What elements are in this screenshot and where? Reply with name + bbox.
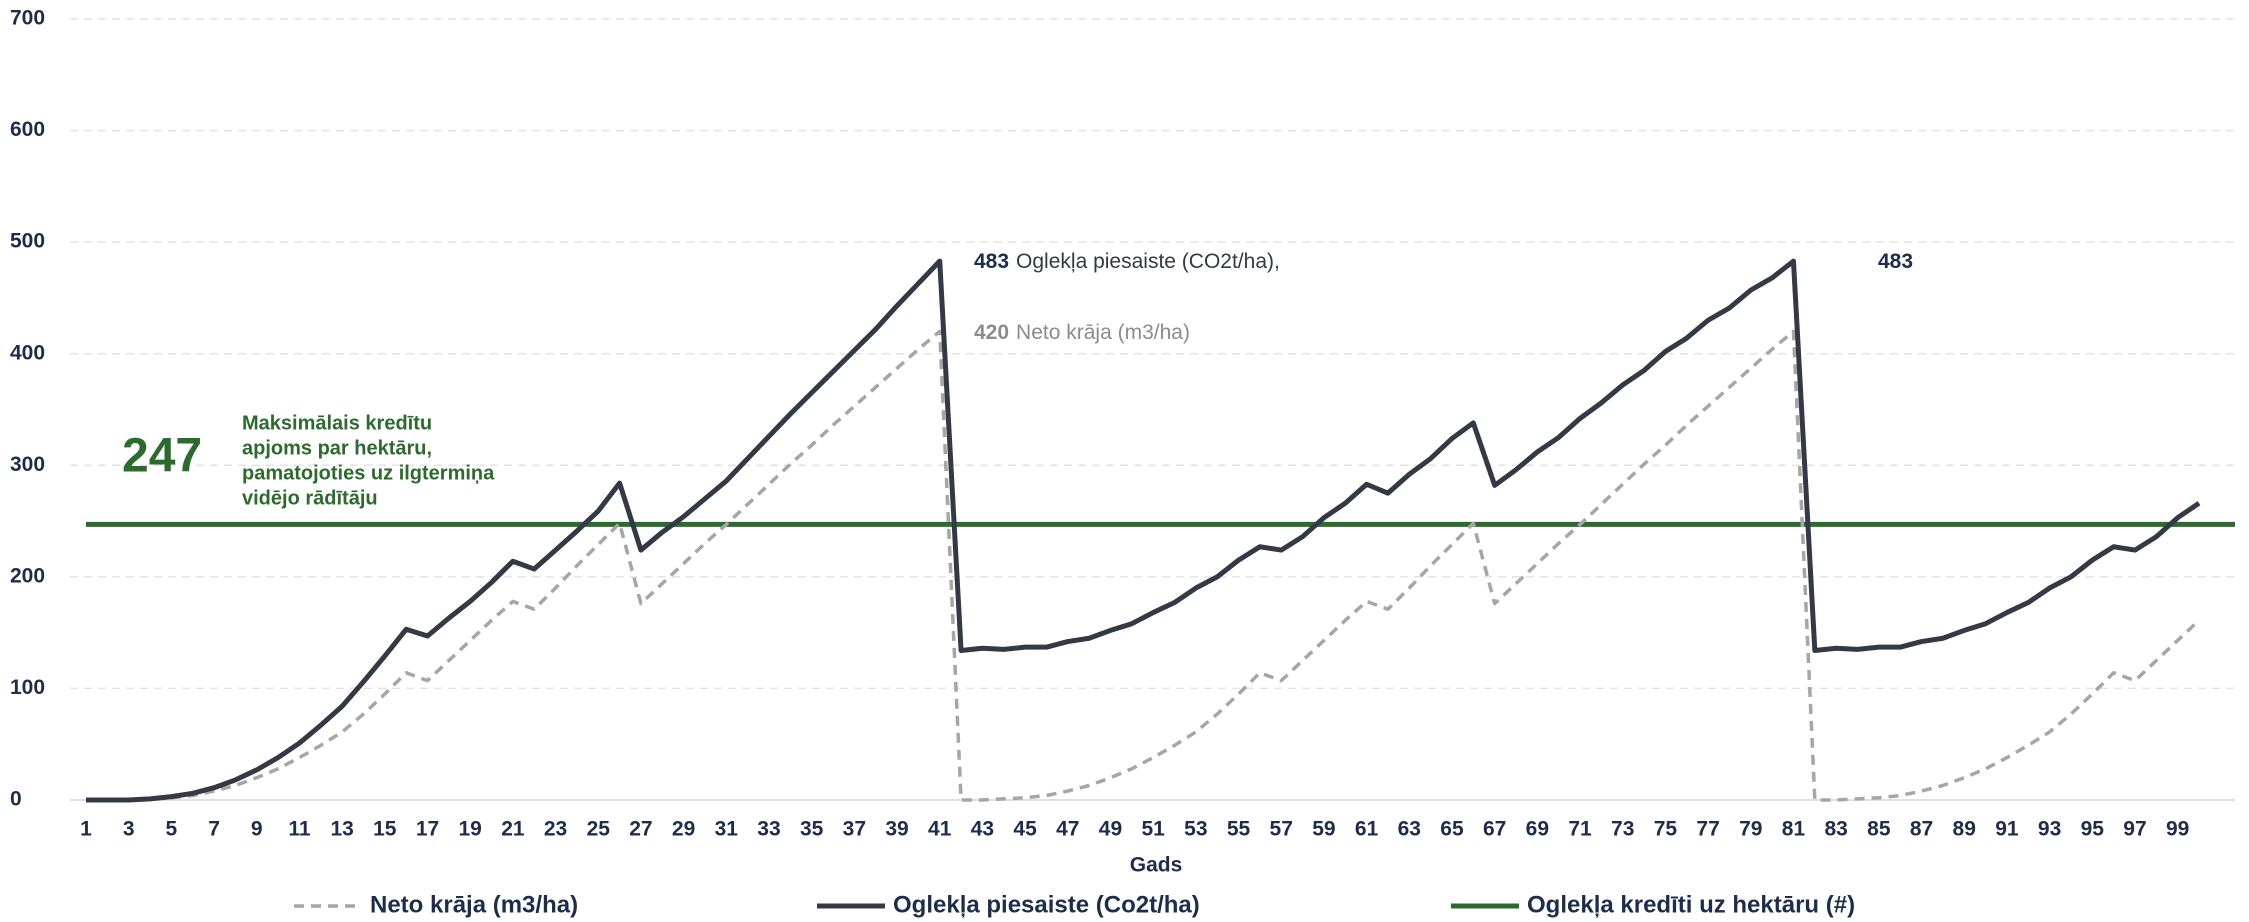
x-tick-label: 45 (1013, 818, 1037, 841)
x-tick-label: 61 (1355, 818, 1379, 841)
x-tick-label: 53 (1184, 818, 1207, 841)
x-tick-label: 9 (251, 818, 263, 841)
data-label-value: 420 (974, 321, 1009, 344)
annotation-text: vidējo rādītāju (242, 487, 378, 509)
x-tick-label: 39 (885, 818, 908, 841)
y-tick-label: 500 (10, 230, 45, 253)
y-tick-label: 400 (10, 341, 45, 364)
x-tick-label: 49 (1099, 818, 1122, 841)
x-tick-label: 85 (1867, 818, 1891, 841)
y-tick-label: 0 (10, 788, 22, 811)
x-tick-label: 15 (373, 818, 397, 841)
x-tick-label: 97 (2123, 818, 2146, 841)
x-axis-label: Gads (1130, 854, 1183, 877)
data-label: 483 (1878, 250, 1913, 273)
annotation-text: Neto krāja (m3/ha) (1016, 321, 1190, 344)
x-tick-label: 35 (800, 818, 824, 841)
x-tick-label: 51 (1141, 818, 1165, 841)
annotation-text: pamatojoties uz ilgtermiņa (242, 462, 495, 484)
x-tick-label: 87 (1910, 818, 1933, 841)
x-tick-label: 81 (1782, 818, 1806, 841)
x-tick-label: 83 (1824, 818, 1847, 841)
series-line (86, 258, 2201, 803)
x-tick-label: 57 (1270, 818, 1293, 841)
x-tick-label: 17 (416, 818, 439, 841)
x-tick-label: 25 (587, 818, 611, 841)
x-tick-label: 91 (1995, 818, 2019, 841)
x-tick-label: 47 (1056, 818, 1079, 841)
x-tick-label: 67 (1483, 818, 1506, 841)
legend-label: Oglekļa piesaiste (Co2t/ha) (893, 891, 1200, 918)
series-line (86, 329, 2201, 802)
x-tick-label: 89 (1953, 818, 1976, 841)
reference-value-label: 247 (122, 430, 202, 483)
y-tick-label: 100 (10, 676, 45, 699)
data-label-value: 483 (974, 250, 1009, 273)
x-tick-label: 75 (1654, 818, 1678, 841)
x-tick-label: 55 (1227, 818, 1251, 841)
x-tick-label: 5 (166, 818, 178, 841)
annotation-text: Oglekļa piesaiste (CO2t/ha), (1016, 250, 1280, 273)
x-tick-label: 7 (208, 818, 220, 841)
x-tick-label: 41 (928, 818, 952, 841)
x-tick-label: 77 (1696, 818, 1719, 841)
x-tick-label: 11 (288, 818, 311, 841)
x-tick-label: 59 (1312, 818, 1335, 841)
legend-label: Oglekļa kredīti uz hektāru (#) (1527, 891, 1855, 918)
x-tick-label: 73 (1611, 818, 1634, 841)
x-tick-label: 69 (1526, 818, 1549, 841)
annotation-text: apjoms par hektāru, (242, 437, 432, 459)
x-tick-label: 21 (501, 818, 525, 841)
x-tick-label: 31 (715, 818, 739, 841)
legend-label: Neto krāja (m3/ha) (370, 891, 578, 918)
y-tick-label: 300 (10, 453, 45, 476)
data-label: 420 Neto krāja (m3/ha) (974, 321, 1190, 344)
x-tick-label: 3 (123, 818, 135, 841)
x-tick-label: 43 (971, 818, 994, 841)
x-tick-label: 93 (2038, 818, 2061, 841)
x-tick-label: 79 (1739, 818, 1762, 841)
x-tick-label: 1 (80, 818, 92, 841)
x-tick-label: 13 (330, 818, 353, 841)
x-tick-label: 37 (843, 818, 866, 841)
x-tick-label: 95 (2081, 818, 2105, 841)
y-tick-label: 600 (10, 118, 45, 141)
x-tick-label: 71 (1568, 818, 1592, 841)
x-tick-label: 65 (1440, 818, 1464, 841)
y-tick-label: 700 (10, 7, 45, 30)
x-tick-label: 99 (2166, 818, 2189, 841)
data-label-value: 483 (1878, 250, 1913, 273)
x-tick-label: 29 (672, 818, 695, 841)
y-tick-label: 200 (10, 564, 45, 587)
x-tick-label: 33 (757, 818, 780, 841)
x-tick-label: 23 (544, 818, 567, 841)
x-tick-label: 19 (459, 818, 482, 841)
x-tick-label: 63 (1398, 818, 1421, 841)
annotation-text: Maksimālais kredītu (242, 412, 432, 434)
data-label: 483 Oglekļa piesaiste (CO2t/ha), (974, 250, 1280, 273)
x-tick-label: 27 (629, 818, 652, 841)
